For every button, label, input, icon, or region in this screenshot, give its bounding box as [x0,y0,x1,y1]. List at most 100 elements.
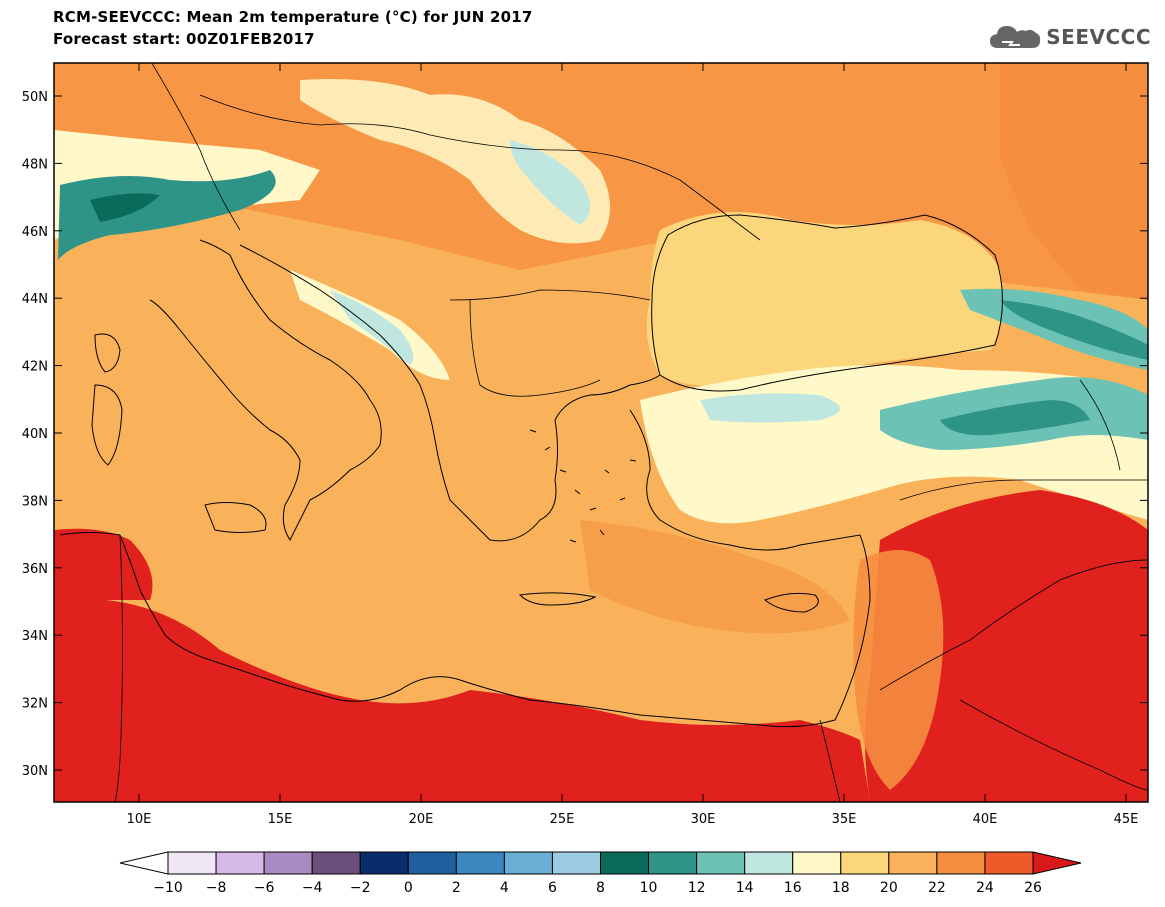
cloud-icon [990,26,1041,48]
field-carpathian-cold [510,140,590,225]
colorbar-label: 2 [452,880,461,896]
border-turkey-syria [899,479,1148,501]
forecast-start-subtitle: Forecast start: 00Z01FEB2017 [53,30,315,48]
border-saudi [959,699,1148,791]
border-syria [879,559,1148,691]
colorbar-label: −4 [302,880,323,896]
colorbar-label: 4 [500,880,509,896]
colorbar-label: −10 [153,880,183,896]
lat-tick-label: 40N [22,427,48,442]
colorbar-label: 24 [976,880,994,896]
lon-tick-label: 10E [127,812,152,827]
colorbar-swatch [167,851,217,875]
field-black-sea [646,212,1004,387]
coast-balkans [239,244,661,542]
lon-tick-label: 45E [1114,812,1139,827]
lat-tick-label: 42N [22,360,48,375]
colorbar-label: 16 [784,880,802,896]
field-tunisia-hot [54,528,153,600]
border-central [199,94,761,241]
colorbar-swatch [888,851,938,875]
colorbar-swatch [936,851,986,875]
colorbar-label: 8 [596,880,605,896]
latitude-axis: 50N 48N 46N 44N 42N 40N 38N 36N 34N 32N 30N [22,90,1148,779]
lat-tick-label: 34N [22,629,48,644]
lon-tick-label: 20E [409,812,434,827]
colorbar: −10 −8 −6 −4 −2 0 2 4 6 8 10 12 14 16 18 20 22 24 26 [119,851,1082,896]
field-middle-east-hot [865,490,1148,802]
border-egypt [819,719,841,802]
colorbar-swatch [407,851,457,875]
colorbar-swatch [696,851,746,875]
coastlines [59,63,1148,802]
colorbar-swatch [600,851,650,875]
colorbar-swatch [455,851,505,875]
colorbar-swatch [984,851,1034,875]
border-alps [151,63,241,231]
coast-cyprus [764,592,819,613]
lat-tick-label: 48N [22,157,48,172]
lon-tick-label: 25E [550,812,575,827]
field-levantine-sea-warm [580,520,850,634]
colorbar-swatch [503,851,553,875]
colorbar-label: 26 [1024,880,1042,896]
lat-tick-label: 50N [22,90,48,105]
colorbar-label: 6 [548,880,557,896]
lat-tick-label: 32N [22,697,48,712]
lat-tick-label: 44N [22,292,48,307]
field-anatolia-cold [700,393,840,423]
field-east-warm [1000,63,1148,300]
lon-tick-label: 40E [973,812,998,827]
field-caucasus-cold [1000,300,1148,360]
colorbar-label: −2 [350,880,371,896]
field-africa-hot [54,598,870,802]
colorbar-label: 20 [880,880,898,896]
colorbar-swatch [311,851,361,875]
coast-sicily [204,502,267,533]
colorbar-swatch [840,851,890,875]
colorbar-swatch [215,851,265,875]
field-carpathian-cool [300,79,610,244]
border-libya-tunisia [114,534,123,802]
field-levant-warm [853,550,944,790]
seevccc-logo: SEEVCCC [988,18,1151,56]
field-alps-coldest [90,193,160,222]
colorbar-swatch [744,851,794,875]
lon-tick-label: 15E [268,812,293,827]
coast-anatolia [629,409,871,601]
colorbar-label: 14 [736,880,754,896]
colorbar-label: 22 [928,880,946,896]
colorbar-label: 12 [688,880,706,896]
coast-crete [518,592,597,606]
colorbar-high-arrow [1032,851,1082,875]
lat-tick-label: 36N [22,562,48,577]
colorbar-swatch [792,851,842,875]
coast-aegean-islands [529,429,637,543]
colorbar-label: 0 [404,880,413,896]
lat-tick-label: 38N [22,494,48,509]
temperature-field [54,63,1148,802]
field-pontic-cold [940,400,1090,436]
colorbar-swatch [648,851,698,875]
lat-tick-label: 30N [22,764,48,779]
map-title: RCM-SEEVCCC: Mean 2m temperature (°C) fo… [53,8,533,26]
logo-text: SEEVCCC [1046,25,1151,49]
colorbar-label: −8 [206,880,227,896]
field-alps-cold [58,170,276,260]
border-danube [449,289,651,301]
colorbar-label: −6 [254,880,275,896]
colorbar-swatch [263,851,313,875]
coast-sardinia [91,384,123,466]
colorbar-label: 18 [832,880,850,896]
longitude-axis: 10E 15E 20E 25E 30E 35E 40E 45E [127,63,1139,827]
coast-africa [59,532,871,728]
lon-tick-label: 30E [691,812,716,827]
lat-tick-label: 46N [22,225,48,240]
colorbar-label: 10 [640,880,658,896]
border-balkans [469,299,601,397]
field-dinaric-cold [330,290,414,365]
colorbar-swatch [551,851,602,875]
lon-tick-label: 35E [832,812,857,827]
coast-italy [149,239,382,541]
